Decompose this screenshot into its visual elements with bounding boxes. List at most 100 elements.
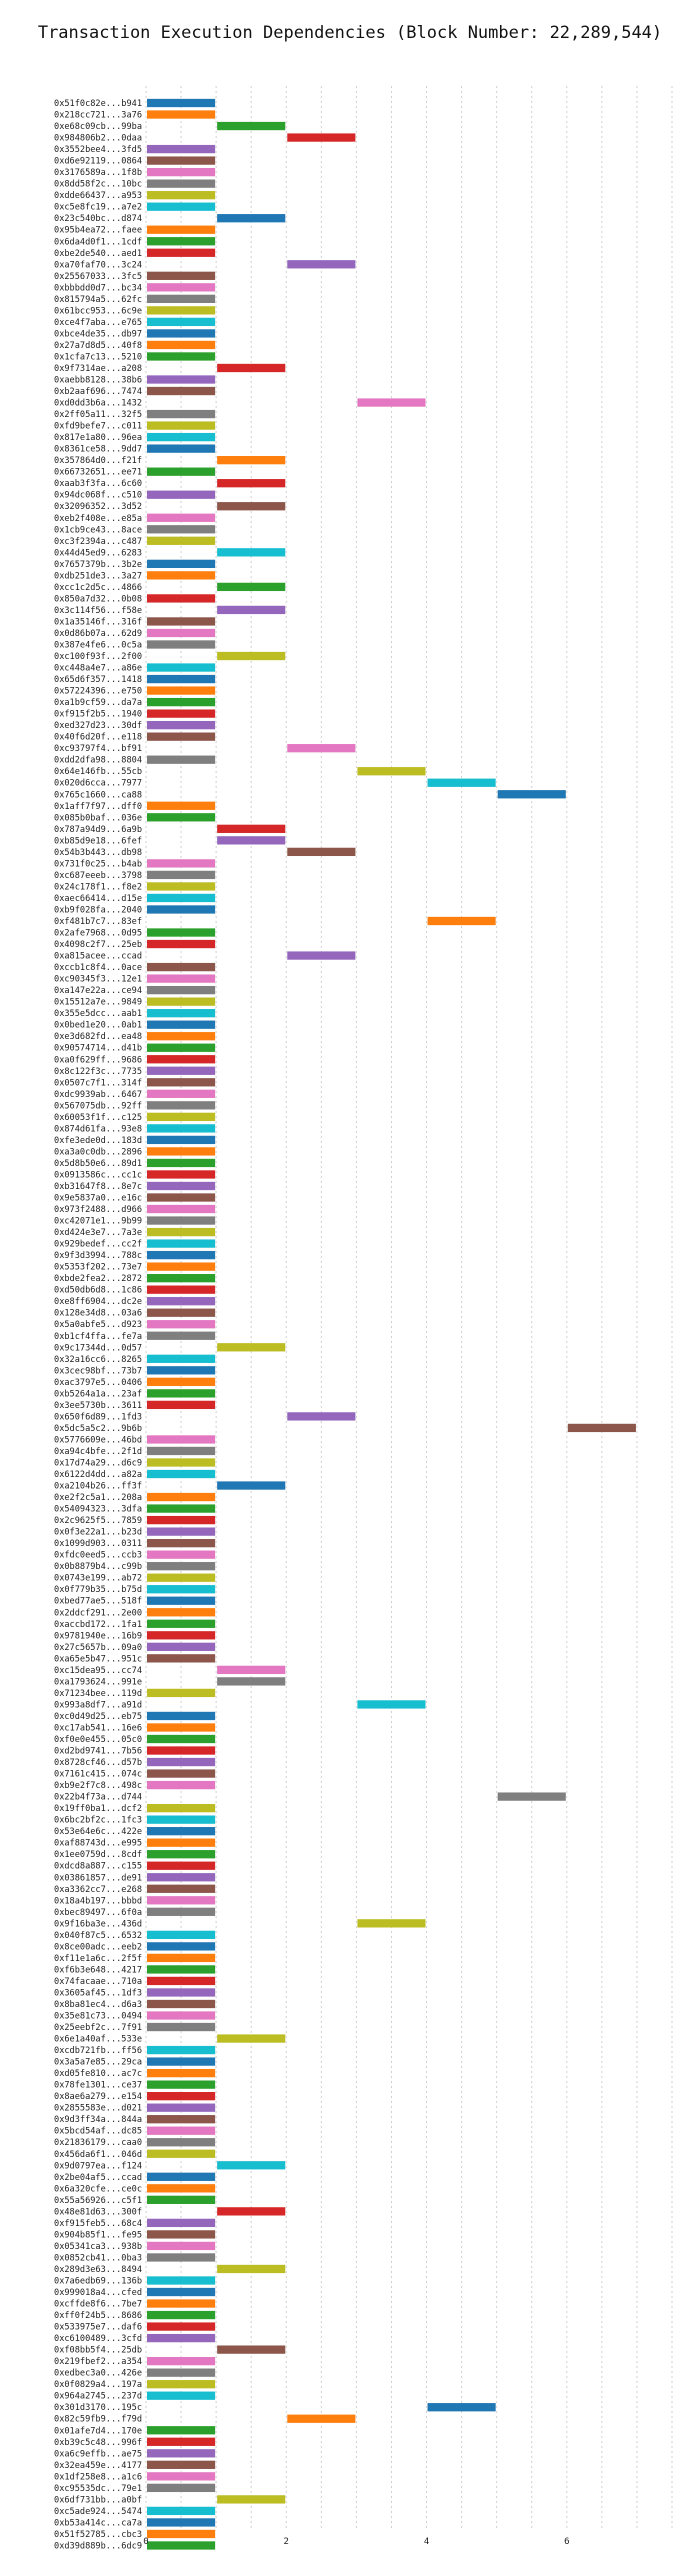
tx-bar bbox=[147, 2368, 216, 2377]
tx-bar bbox=[147, 1400, 216, 1410]
tx-hash-label: 0xf6b3e648...4217 bbox=[54, 1965, 142, 1975]
tx-hash-label: 0x964a2745...237d bbox=[54, 2392, 142, 2402]
tx-hash-label: 0x25567033...3fc5 bbox=[54, 272, 142, 282]
tx-bar bbox=[147, 905, 216, 914]
tx-bar bbox=[147, 1354, 216, 1363]
tx-hash-label: 0x8ce00adc...eeb2 bbox=[54, 1942, 142, 1952]
tx-hash-label: 0x9e5837a0...e16c bbox=[54, 1194, 142, 1204]
tx-bar bbox=[147, 2103, 216, 2112]
tx-bar bbox=[147, 1274, 216, 1283]
tx-bar bbox=[147, 2092, 216, 2101]
tx-hash-label: 0xf0e0e455...05c0 bbox=[54, 1735, 142, 1745]
tx-bar bbox=[217, 121, 286, 131]
tx-hash-label: 0xccb1c8f4...0ace bbox=[54, 963, 142, 973]
tx-hash-label: 0x17d74a29...d6c9 bbox=[54, 1458, 142, 1468]
tx-hash-label: 0x2855583e...d021 bbox=[54, 2104, 142, 2114]
tx-hash-label: 0x6da4d0f1...1cdf bbox=[54, 237, 142, 247]
tx-bar bbox=[147, 110, 216, 119]
tx-hash-label: 0xb85d9e18...6fef bbox=[54, 836, 142, 846]
tx-hash-label: 0x0852cb41...0ba3 bbox=[54, 2253, 142, 2263]
tx-bar bbox=[287, 133, 356, 142]
tx-hash-label: 0x984806b2...0daa bbox=[54, 134, 142, 144]
tx-bar bbox=[147, 2068, 216, 2078]
tx-bar bbox=[147, 2380, 216, 2389]
tx-bar bbox=[217, 651, 286, 661]
tx-hash-label: 0xed327d23...30df bbox=[54, 721, 142, 731]
tx-bar bbox=[147, 225, 216, 234]
tx-bar bbox=[147, 421, 216, 430]
tx-bar bbox=[147, 1907, 216, 1916]
tx-bar bbox=[217, 1677, 286, 1686]
tx-hash-label: 0x815794a5...62fc bbox=[54, 295, 142, 305]
tx-hash-label: 0x6122d4dd...a82a bbox=[54, 1470, 142, 1480]
tx-hash-label: 0xa6c9effb...ae75 bbox=[54, 2449, 142, 2459]
tx-bar bbox=[147, 985, 216, 995]
tx-hash-label: 0xc5e8fc19...a7e2 bbox=[54, 203, 142, 213]
tx-hash-label: 0x53e64e6c...422e bbox=[54, 1827, 142, 1837]
tx-bar bbox=[217, 214, 286, 223]
tx-hash-label: 0x993a8df7...a91d bbox=[54, 1700, 142, 1710]
tx-hash-label: 0x128e34d8...03a6 bbox=[54, 1309, 142, 1319]
tx-bar bbox=[147, 1596, 216, 1605]
tx-bar bbox=[147, 1009, 216, 1018]
tx-hash-label: 0x6bc2bf2c...1fc3 bbox=[54, 1816, 142, 1826]
tx-hash-label: 0x6e1a40af...533e bbox=[54, 2035, 142, 2045]
tx-bar bbox=[147, 1135, 216, 1145]
tx-hash-label: 0xa3362cc7...e268 bbox=[54, 1885, 142, 1895]
tx-hash-label: 0x0f0829a4...197a bbox=[54, 2380, 142, 2390]
tx-hash-label: 0xf915f2b5...1940 bbox=[54, 710, 142, 720]
tx-bar bbox=[217, 2264, 286, 2274]
tx-hash-label: 0xa147e22a...ce94 bbox=[54, 986, 142, 996]
tx-bar bbox=[147, 2310, 216, 2320]
tx-hash-label: 0x3ee5730b...3611 bbox=[54, 1401, 142, 1411]
tx-bar bbox=[147, 2045, 216, 2055]
x-tick-label: 6 bbox=[564, 2537, 569, 2547]
tx-hash-label: 0x0913586c...cc1c bbox=[54, 1170, 142, 1180]
tx-hash-label: 0x2ddcf291...2e00 bbox=[54, 1608, 142, 1618]
tx-bar bbox=[147, 1999, 216, 2009]
tx-hash-label: 0xd0dd3b6a...1432 bbox=[54, 399, 142, 409]
tx-bar bbox=[147, 1446, 216, 1456]
tx-bar bbox=[147, 156, 216, 165]
tx-hash-label: 0x8dd58f2c...10bc bbox=[54, 180, 142, 190]
tx-hash-label: 0x5776609e...46bd bbox=[54, 1435, 142, 1445]
tx-bar bbox=[147, 813, 216, 822]
tx-bar bbox=[147, 1550, 216, 1559]
tx-hash-label: 0x218cc721...3a76 bbox=[54, 111, 142, 121]
tx-hash-label: 0xc0d49d25...eb75 bbox=[54, 1712, 142, 1722]
tx-bar bbox=[357, 1700, 426, 1709]
tx-bar bbox=[147, 2287, 216, 2297]
tx-hash-label: 0xf915feb5...68c4 bbox=[54, 2219, 142, 2229]
tx-bar bbox=[217, 2161, 286, 2170]
tx-bar bbox=[147, 663, 216, 672]
tx-bar bbox=[147, 432, 216, 442]
tx-hash-label: 0xa65e5b47...951c bbox=[54, 1654, 142, 1664]
tx-hash-label: 0xc448a4e7...a86e bbox=[54, 664, 142, 674]
tx-bar bbox=[147, 340, 216, 350]
tx-bar bbox=[147, 2437, 216, 2446]
tx-hash-label: 0x23c540bc...d874 bbox=[54, 214, 142, 224]
tx-hash-label: 0xaf88743d...e995 bbox=[54, 1839, 142, 1849]
tx-bar bbox=[147, 1504, 216, 1513]
tx-bar bbox=[147, 167, 216, 177]
tx-hash-label: 0x1ee0759d...8cdf bbox=[54, 1850, 142, 1860]
tx-bar bbox=[147, 1873, 216, 1882]
tx-hash-label: 0x3176589a...1f8b bbox=[54, 168, 142, 178]
tx-bar bbox=[147, 997, 216, 1006]
tx-bar bbox=[147, 202, 216, 211]
tx-hash-label: 0x8c122f3c...7735 bbox=[54, 1067, 142, 1077]
tx-hash-label: 0x54094323...3dfa bbox=[54, 1505, 142, 1515]
tx-bar bbox=[147, 1216, 216, 1225]
tx-bar bbox=[147, 1308, 216, 1317]
tx-bar bbox=[147, 2518, 216, 2527]
tx-bar bbox=[147, 1204, 216, 1214]
tx-hash-label: 0x94dc068f...c510 bbox=[54, 491, 142, 501]
tx-hash-label: 0xa0f629ff...9686 bbox=[54, 1055, 142, 1065]
tx-bar bbox=[217, 2207, 286, 2216]
tx-hash-label: 0x78fe1301...ce37 bbox=[54, 2081, 142, 2091]
tx-hash-label: 0x54b3b443...db98 bbox=[54, 848, 142, 858]
tx-hash-label: 0xe8ff6904...dc2e bbox=[54, 1297, 142, 1307]
tx-hash-label: 0x27c5657b...09a0 bbox=[54, 1643, 142, 1653]
tx-bar bbox=[147, 1055, 216, 1064]
tx-bar bbox=[357, 767, 426, 776]
